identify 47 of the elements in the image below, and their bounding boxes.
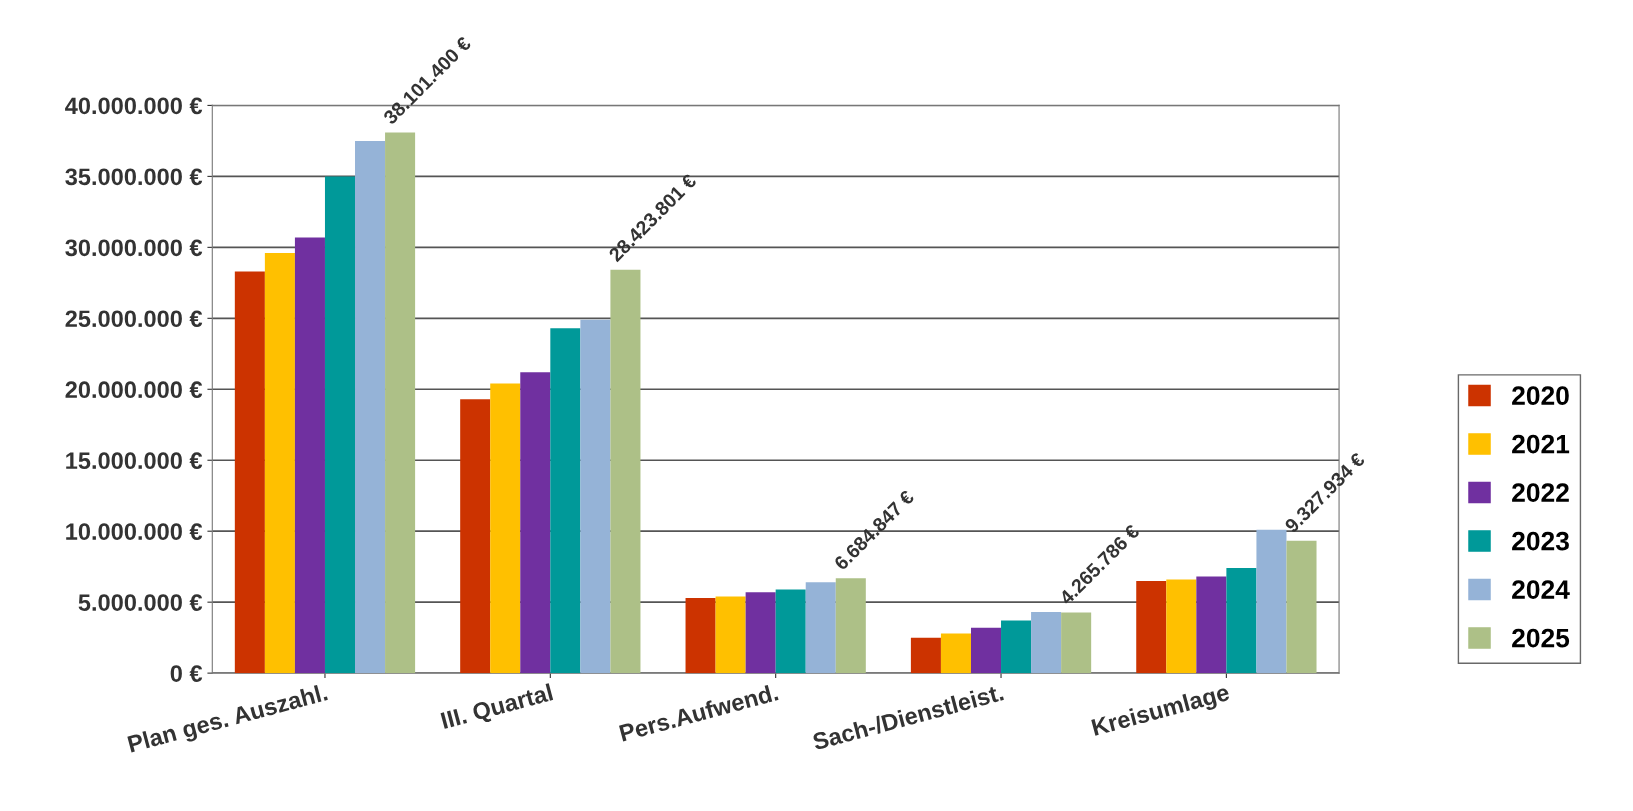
bar [460,399,491,674]
bar [1166,579,1197,674]
bar [745,592,776,674]
bar [610,269,641,674]
bar [1226,568,1257,674]
bar [685,597,716,674]
bar [805,582,836,674]
bar [775,589,806,674]
bar [1256,529,1287,674]
legend-label: 2024 [1512,580,1570,599]
y-tick-label: 40.000.000 € [65,97,203,115]
bar [294,237,325,674]
legend-label: 2021 [1512,434,1570,454]
legend-label: 2022 [1512,483,1569,502]
legend-label: 2020 [1512,386,1569,405]
bar [385,132,416,674]
bar [1031,612,1062,674]
bar [580,319,611,674]
bar [970,627,1002,674]
y-tick-label: 35.000.000 € [65,168,203,186]
x-tick-label: Plan ges. Auszahl. [127,683,330,758]
y-tick-label: 15.000.000 € [66,452,203,470]
y-tick-label: 30.000.000 € [65,239,203,257]
bar [715,596,746,674]
y-tick-label: 20.000.000 € [65,381,203,399]
x-tick-label: III. Quartal [440,683,555,734]
bar [910,637,941,674]
bar [1286,540,1317,674]
bar [324,176,356,674]
bar [1061,612,1092,674]
bar [1136,580,1167,674]
bar [940,633,971,674]
bar [264,253,295,674]
bar [1196,576,1227,674]
bar [550,328,581,674]
y-tick-label: 0 € [170,665,203,682]
legend-label: 2025 [1512,628,1570,648]
y-tick-label: 25.000.000 € [65,310,203,328]
bar [490,383,521,674]
y-tick-label: 5.000.000 € [78,594,203,611]
bar [355,140,386,674]
bar [835,578,866,674]
y-tick-label: 10.000.000 € [66,523,203,540]
legend-label: 2023 [1512,531,1569,551]
bar [520,372,551,674]
bar [234,271,265,674]
bar [1001,620,1032,674]
